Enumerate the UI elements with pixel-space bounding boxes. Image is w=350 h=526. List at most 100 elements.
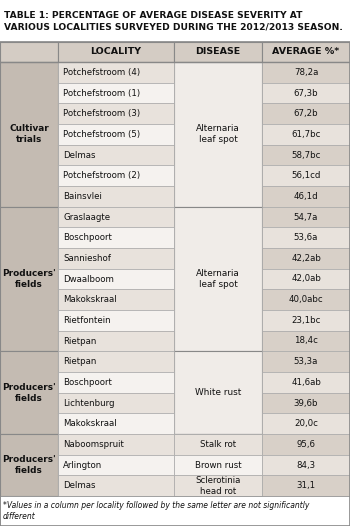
Text: Potchefstroom (1): Potchefstroom (1) — [63, 88, 140, 97]
Text: LOCALITY: LOCALITY — [91, 47, 141, 56]
Text: 78,2a: 78,2a — [294, 68, 318, 77]
Bar — [0, 496, 350, 526]
Text: White rust: White rust — [195, 388, 241, 397]
Text: 23,1bc: 23,1bc — [291, 316, 321, 325]
Text: Bainsvlei: Bainsvlei — [63, 192, 102, 201]
Text: Makokskraal: Makokskraal — [63, 295, 117, 304]
Text: Stalk rot: Stalk rot — [200, 440, 236, 449]
Bar — [0, 42, 58, 62]
Bar — [58, 269, 174, 289]
Text: Boschpoort: Boschpoort — [63, 378, 112, 387]
Text: 42,0ab: 42,0ab — [291, 275, 321, 284]
Bar — [262, 42, 350, 62]
Bar — [58, 145, 174, 165]
Bar — [262, 269, 350, 289]
Text: Rietpan: Rietpan — [63, 357, 96, 366]
Text: 95,6: 95,6 — [296, 440, 315, 449]
Bar — [58, 310, 174, 331]
Bar — [58, 62, 174, 83]
Bar — [262, 103, 350, 124]
Text: 53,6a: 53,6a — [294, 233, 318, 242]
Text: Boschpoort: Boschpoort — [63, 233, 112, 242]
Bar — [262, 124, 350, 145]
Text: Cultivar
trials: Cultivar trials — [9, 124, 49, 144]
Text: Potchefstroom (4): Potchefstroom (4) — [63, 68, 140, 77]
Bar — [58, 42, 174, 62]
Bar — [58, 331, 174, 351]
Text: 31,1: 31,1 — [296, 481, 316, 490]
Text: 67,2b: 67,2b — [294, 109, 318, 118]
Bar — [0, 434, 58, 496]
Text: Producers'
fields: Producers' fields — [2, 382, 56, 403]
Bar — [262, 207, 350, 227]
Text: Producers'
fields: Producers' fields — [2, 269, 56, 289]
Bar — [262, 165, 350, 186]
Bar — [262, 372, 350, 393]
Bar — [58, 186, 174, 207]
Bar — [262, 186, 350, 207]
Text: 46,1d: 46,1d — [294, 192, 318, 201]
Text: DISEASE: DISEASE — [195, 47, 241, 56]
Text: 54,7a: 54,7a — [294, 213, 318, 221]
Text: Sannieshof: Sannieshof — [63, 254, 111, 263]
Text: Alternaria
leaf spot: Alternaria leaf spot — [196, 269, 240, 289]
Bar — [262, 351, 350, 372]
Text: 56,1cd: 56,1cd — [291, 171, 321, 180]
Bar — [262, 248, 350, 269]
Bar — [174, 351, 262, 434]
Text: 39,6b: 39,6b — [294, 399, 318, 408]
Text: Naboomspruit: Naboomspruit — [63, 440, 124, 449]
Bar — [262, 145, 350, 165]
Text: 42,2ab: 42,2ab — [291, 254, 321, 263]
Bar — [0, 62, 58, 207]
Bar — [58, 165, 174, 186]
Bar — [262, 476, 350, 496]
Bar — [0, 207, 58, 351]
Text: Potchefstroom (3): Potchefstroom (3) — [63, 109, 140, 118]
Bar — [58, 248, 174, 269]
Bar — [262, 454, 350, 476]
Bar — [58, 393, 174, 413]
Bar — [262, 413, 350, 434]
Bar — [262, 62, 350, 83]
Bar — [58, 83, 174, 103]
Text: Rietfontein: Rietfontein — [63, 316, 111, 325]
Bar — [174, 207, 262, 351]
Text: 40,0abc: 40,0abc — [289, 295, 323, 304]
Bar — [262, 83, 350, 103]
Bar — [174, 434, 262, 454]
Text: 18,4c: 18,4c — [294, 337, 318, 346]
Bar — [262, 434, 350, 454]
Text: 61,7bc: 61,7bc — [291, 130, 321, 139]
Bar — [58, 289, 174, 310]
Bar — [58, 103, 174, 124]
Text: Alternaria
leaf spot: Alternaria leaf spot — [196, 124, 240, 144]
Bar — [58, 227, 174, 248]
Text: 67,3b: 67,3b — [294, 88, 318, 97]
Bar — [58, 454, 174, 476]
Bar — [58, 351, 174, 372]
Bar — [58, 413, 174, 434]
Bar — [262, 289, 350, 310]
Text: Producers'
fields: Producers' fields — [2, 455, 56, 475]
Bar — [58, 434, 174, 454]
Text: 84,3: 84,3 — [296, 460, 316, 470]
Text: Arlington: Arlington — [63, 460, 102, 470]
Text: Makokskraal: Makokskraal — [63, 419, 117, 428]
Text: 20,0c: 20,0c — [294, 419, 318, 428]
Text: AVERAGE %*: AVERAGE %* — [272, 47, 340, 56]
Bar — [58, 124, 174, 145]
Bar — [58, 207, 174, 227]
Text: Lichtenburg: Lichtenburg — [63, 399, 114, 408]
Bar — [174, 42, 262, 62]
Text: Brown rust: Brown rust — [195, 460, 241, 470]
Bar — [174, 62, 262, 207]
Text: Graslaagte: Graslaagte — [63, 213, 110, 221]
Text: Delmas: Delmas — [63, 150, 96, 159]
Text: Delmas: Delmas — [63, 481, 96, 490]
Text: Potchefstroom (2): Potchefstroom (2) — [63, 171, 140, 180]
Text: *Values in a column per locality followed by the same letter are not significant: *Values in a column per locality followe… — [3, 501, 309, 521]
Text: 41,6ab: 41,6ab — [291, 378, 321, 387]
Text: 58,7bc: 58,7bc — [291, 150, 321, 159]
Bar — [262, 227, 350, 248]
